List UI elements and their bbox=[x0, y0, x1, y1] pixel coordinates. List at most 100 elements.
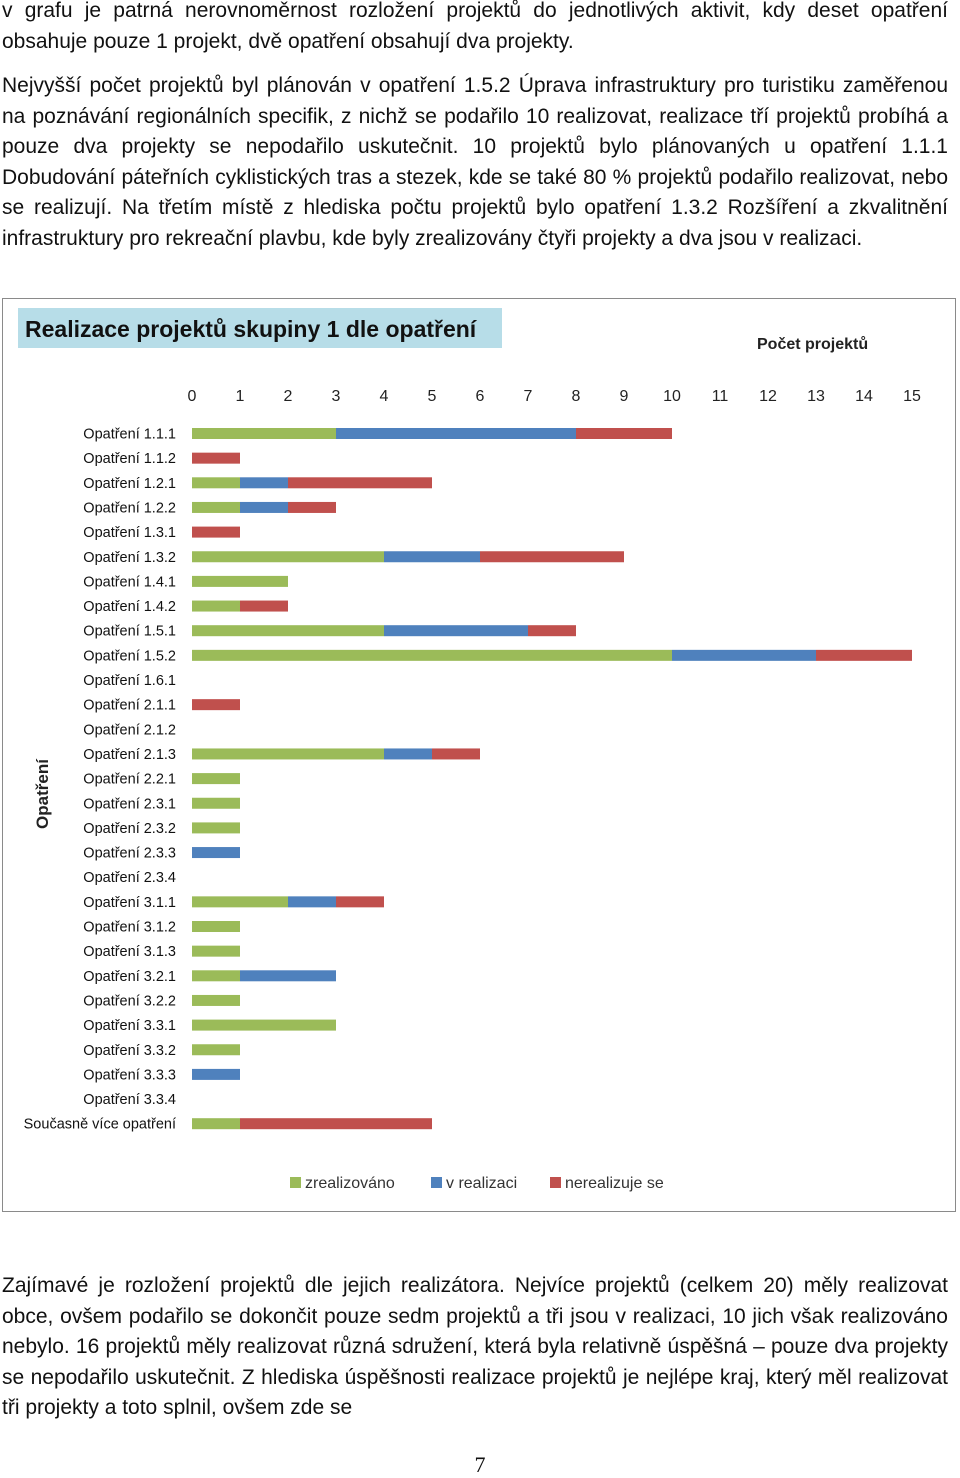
paragraph-implementers: Zajímavé je rozložení projektů dle jejic… bbox=[2, 1274, 948, 1420]
legend-label: zrealizováno bbox=[305, 1175, 395, 1192]
legend-swatch bbox=[550, 1177, 561, 1188]
x-tick-label: 14 bbox=[855, 388, 873, 405]
x-tick-label: 13 bbox=[807, 388, 825, 405]
bar-segment-realized bbox=[192, 1044, 240, 1056]
bar-segment-realized bbox=[192, 501, 240, 513]
category-label: Opatření 1.2.2 bbox=[83, 500, 176, 516]
x-tick-label: 5 bbox=[428, 388, 437, 405]
bar-segment-not-realized bbox=[528, 625, 576, 637]
bar-segment-not-realized bbox=[192, 452, 240, 464]
x-tick-label: 2 bbox=[284, 388, 293, 405]
bar-segment-realized bbox=[192, 797, 240, 809]
bar-segment-in-progress bbox=[240, 970, 336, 982]
x-tick-label: 15 bbox=[903, 388, 921, 405]
category-label: Opatření 2.1.1 bbox=[83, 698, 176, 714]
category-label: Opatření 1.6.1 bbox=[83, 673, 176, 689]
bar-segment-in-progress bbox=[384, 748, 432, 760]
y-axis-label: Opatření bbox=[33, 758, 52, 829]
paragraph-intro: v grafu je patrná nerovnoměrnost rozlože… bbox=[2, 0, 948, 53]
bar-segment-realized bbox=[192, 625, 384, 637]
x-tick-label: 7 bbox=[524, 388, 533, 405]
bar-segment-not-realized bbox=[288, 501, 336, 513]
bar-segment-not-realized bbox=[576, 428, 672, 439]
category-label: Opatření 1.3.1 bbox=[83, 525, 176, 541]
stacked-bar-chart: Realizace projektů skupiny 1 dle opatřen… bbox=[18, 308, 921, 1192]
category-label: Opatření 1.5.1 bbox=[83, 624, 176, 640]
category-label: Opatření 3.1.2 bbox=[83, 920, 176, 936]
chart-frame: Realizace projektů skupiny 1 dle opatřen… bbox=[2, 298, 956, 1212]
category-label: Opatření 2.1.3 bbox=[83, 747, 176, 763]
bar-segment-in-progress bbox=[240, 501, 288, 513]
category-label: Opatření 3.2.2 bbox=[83, 993, 176, 1009]
category-label: Opatření 2.1.2 bbox=[83, 722, 176, 738]
page-number: 7 bbox=[474, 1452, 486, 1477]
bar-segment-in-progress bbox=[192, 847, 240, 859]
bar-segment-in-progress bbox=[384, 551, 480, 563]
category-label: Opatření 2.3.1 bbox=[83, 796, 176, 812]
bar-segment-realized bbox=[192, 1118, 240, 1130]
category-label: Současně více opatření bbox=[24, 1117, 176, 1133]
x-tick-label: 4 bbox=[380, 388, 389, 405]
category-label: Opatření 1.1.2 bbox=[83, 451, 176, 467]
bar-segment-realized bbox=[192, 773, 240, 785]
category-label: Opatření 2.3.2 bbox=[83, 821, 176, 837]
chart-title: Realizace projektů skupiny 1 dle opatřen… bbox=[25, 316, 478, 342]
category-label: Opatření 2.3.4 bbox=[83, 870, 176, 886]
bar-segment-realized bbox=[192, 551, 384, 563]
bar-segment-in-progress bbox=[192, 1068, 240, 1080]
bars bbox=[192, 428, 912, 1130]
category-label: Opatření 2.2.1 bbox=[83, 772, 176, 788]
bar-segment-realized bbox=[192, 477, 240, 489]
category-label: Opatření 3.1.3 bbox=[83, 944, 176, 960]
bar-segment-not-realized bbox=[240, 600, 288, 612]
bar-segment-realized bbox=[192, 921, 240, 932]
chart-title-background bbox=[18, 308, 502, 348]
bar-segment-not-realized bbox=[432, 748, 480, 760]
bar-segment-realized bbox=[192, 994, 240, 1006]
bar-segment-realized bbox=[192, 600, 240, 612]
bar-segment-not-realized bbox=[336, 896, 384, 908]
bar-segment-not-realized bbox=[480, 551, 624, 563]
bar-segment-in-progress bbox=[288, 896, 336, 908]
category-label: Opatření 2.3.3 bbox=[83, 846, 176, 862]
bar-segment-not-realized bbox=[192, 526, 240, 538]
bar-segment-in-progress bbox=[384, 625, 528, 637]
category-label: Opatření 3.3.4 bbox=[83, 1092, 176, 1108]
category-label: Opatření 3.3.2 bbox=[83, 1043, 176, 1059]
bar-segment-realized bbox=[192, 970, 240, 982]
bar-segment-realized bbox=[192, 945, 240, 957]
category-label: Opatření 1.1.1 bbox=[83, 427, 176, 443]
category-label: Opatření 1.5.2 bbox=[83, 648, 176, 664]
x-tick-label: 3 bbox=[332, 388, 341, 405]
paragraph-highest-count: Nejvyšší počet projektů byl plánován v o… bbox=[2, 74, 948, 250]
category-label: Opatření 1.4.1 bbox=[83, 574, 176, 590]
category-label: Opatření 1.3.2 bbox=[83, 550, 176, 566]
bar-segment-realized bbox=[192, 649, 672, 661]
bar-segment-not-realized bbox=[816, 649, 912, 661]
bar-segment-realized bbox=[192, 575, 288, 587]
bar-segment-realized bbox=[192, 822, 240, 834]
category-label: Opatření 3.1.1 bbox=[83, 895, 176, 911]
bar-segment-realized bbox=[192, 1019, 336, 1031]
x-tick-label: 8 bbox=[572, 388, 581, 405]
bar-segment-in-progress bbox=[336, 428, 576, 439]
category-label: Opatření 3.2.1 bbox=[83, 969, 176, 985]
category-label: Opatření 1.2.1 bbox=[83, 476, 176, 492]
x-axis-label: Počet projektů bbox=[757, 336, 868, 353]
legend-swatch bbox=[290, 1177, 301, 1188]
x-tick-label: 0 bbox=[188, 388, 197, 405]
category-label: Opatření 3.3.3 bbox=[83, 1067, 176, 1083]
bar-segment-not-realized bbox=[192, 699, 240, 711]
bar-segment-realized bbox=[192, 896, 288, 908]
bar-segment-realized bbox=[192, 748, 384, 760]
legend-swatch bbox=[431, 1177, 442, 1188]
x-tick-label: 9 bbox=[620, 388, 629, 405]
x-tick-label: 1 bbox=[236, 388, 245, 405]
bar-segment-in-progress bbox=[672, 649, 816, 661]
category-label: Opatření 3.3.1 bbox=[83, 1018, 176, 1034]
x-tick-label: 12 bbox=[759, 388, 777, 405]
x-axis-ticks: 0 1 2 3 4 5 6 7 8 9 10 11 12 13 14 15 bbox=[188, 388, 921, 405]
legend-label: v realizaci bbox=[446, 1175, 517, 1192]
bar-segment-in-progress bbox=[240, 477, 288, 489]
bar-segment-not-realized bbox=[240, 1118, 432, 1130]
